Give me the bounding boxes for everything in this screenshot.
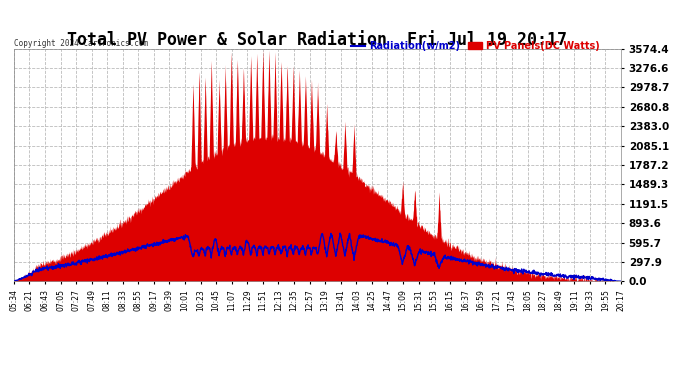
Legend: Radiation(w/m2), PV Panels(DC Watts): Radiation(w/m2), PV Panels(DC Watts): [347, 38, 604, 55]
Text: Copyright 2024 Cartronics.com: Copyright 2024 Cartronics.com: [14, 39, 148, 48]
Title: Total PV Power & Solar Radiation  Fri Jul 19 20:17: Total PV Power & Solar Radiation Fri Jul…: [68, 31, 567, 49]
